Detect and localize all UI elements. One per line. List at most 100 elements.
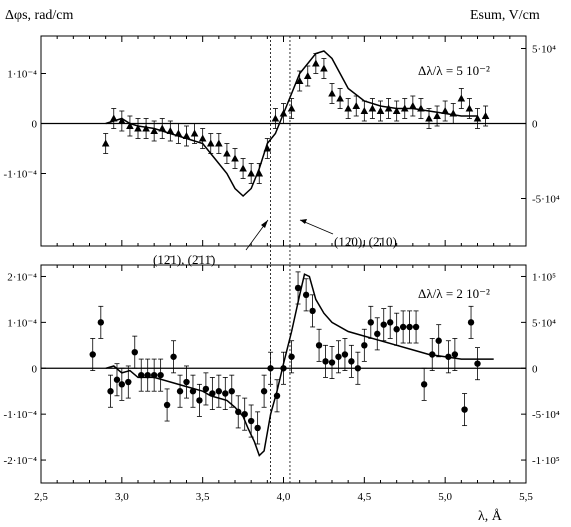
data-point-top-3: [126, 122, 134, 129]
data-point-bottom-5: [125, 378, 132, 386]
data-point-bottom-56: [467, 319, 475, 326]
data-point-bottom-46: [393, 326, 400, 333]
data-point-bottom-49: [412, 323, 420, 331]
data-point-bottom-55: [461, 406, 468, 413]
y2-tick-label-bottom-0: 1·10⁵: [532, 271, 556, 283]
data-point-bottom-2: [107, 388, 114, 395]
vline-label-arrows: [245, 219, 334, 251]
data-point-top-36: [392, 107, 401, 114]
vline-label-left: (12̄1), (2̄11̄): [153, 252, 215, 267]
y2-tick-label-bottom-2: 0: [532, 363, 538, 375]
data-point-bottom-24: [247, 417, 255, 425]
data-point-bottom-40: [354, 365, 362, 372]
data-point-top-46: [473, 114, 482, 122]
data-point-bottom-0: [89, 351, 96, 358]
data-point-top-47: [481, 112, 490, 119]
y-tick-label-bottom-3: -1·10⁻⁴: [4, 409, 38, 421]
data-point-top-17: [239, 164, 247, 172]
plot-panel-bottom: 2·10⁻⁴ 1·10⁻⁴ 0 -1·10⁻⁴ -2·10⁻⁴ 1·10⁵ 5·10⁴ 0 -5…: [4, 264, 560, 503]
data-point-bottom-35: [322, 358, 329, 365]
data-point-bottom-14: [183, 378, 190, 386]
data-point-top-45: [465, 104, 474, 112]
x-tick-label-1: 3,0: [115, 491, 129, 503]
data-point-top-0: [101, 139, 110, 147]
y-tick-label-bottom-0: 2·10⁻⁴: [7, 271, 37, 283]
y-tick-label-bottom-1: 1·10⁻⁴: [7, 317, 37, 329]
data-point-top-42: [441, 107, 449, 114]
data-point-bottom-54: [451, 351, 459, 358]
series-line-bottom: [105, 273, 494, 457]
y-axis-label-left: Δφs, rad/cm: [5, 8, 74, 23]
data-point-top-40: [425, 114, 433, 122]
data-point-top-38: [409, 102, 417, 109]
data-point-top-32: [360, 107, 369, 114]
x-tick-label-6: 5,5: [519, 491, 533, 503]
data-point-top-23: [287, 104, 296, 112]
data-point-top-18: [247, 169, 255, 177]
data-point-top-33: [368, 104, 377, 112]
data-point-bottom-48: [406, 323, 413, 331]
data-point-bottom-43: [374, 330, 381, 338]
data-point-top-25: [303, 72, 312, 79]
data-point-bottom-27: [267, 365, 274, 372]
x-tick-label-0: 2,5: [34, 491, 48, 503]
y2-tick-label-bottom-3: -5·10⁴: [532, 409, 560, 421]
data-point-bottom-11: [163, 401, 171, 409]
data-point-top-24: [295, 77, 304, 84]
x-tick-label-4: 4,5: [357, 491, 371, 503]
x-tick-label-2: 3,5: [196, 491, 210, 503]
data-point-bottom-6: [131, 349, 138, 356]
y-tick-label-top-2: -1·10⁻⁴: [4, 169, 38, 181]
data-point-bottom-20: [222, 390, 229, 397]
data-point-bottom-30: [288, 353, 295, 360]
data-point-bottom-50: [420, 381, 428, 388]
data-point-top-31: [352, 102, 361, 109]
y2-tick-label-top-1: 0: [532, 118, 538, 130]
data-point-top-2: [118, 117, 126, 124]
data-point-bottom-41: [361, 342, 368, 349]
y-tick-label-top-1: 0: [32, 119, 38, 131]
annotation-top: Δλ/λ = 5 10⁻²: [418, 63, 490, 78]
data-point-bottom-34: [315, 342, 323, 349]
y-tick-label-top-0: 1·10⁻⁴: [7, 69, 37, 81]
data-point-top-16: [231, 154, 239, 162]
y-axis-label-right: Esum, V/cm: [470, 8, 540, 23]
data-point-top-28: [328, 89, 336, 97]
data-point-top-27: [320, 64, 328, 72]
plot-panel-top: 1·10⁻⁴ 0 -1·10⁻⁴ 5·10⁴ 0 -5·10⁴: [4, 35, 560, 247]
data-point-top-15: [223, 149, 231, 157]
data-point-bottom-3: [113, 376, 121, 383]
data-point-bottom-32: [302, 291, 310, 299]
x-axis-label: λ, Å: [478, 508, 503, 524]
data-point-bottom-4: [118, 381, 126, 388]
y2-tick-label-bottom-1: 5·10⁴: [532, 317, 556, 329]
data-point-bottom-31: [294, 284, 302, 292]
data-point-top-21: [271, 114, 280, 122]
data-point-top-12: [198, 134, 207, 142]
data-point-top-6: [150, 127, 158, 134]
data-point-bottom-39: [348, 358, 355, 365]
data-point-bottom-25: [254, 424, 261, 432]
x-tick-label-3: 4,0: [277, 491, 291, 503]
y2-tick-label-top-0: 5·10⁴: [532, 43, 556, 55]
data-point-bottom-38: [341, 351, 349, 358]
data-point-bottom-36: [328, 359, 336, 366]
data-point-bottom-12: [170, 353, 177, 360]
data-point-bottom-16: [196, 397, 203, 404]
data-point-bottom-19: [215, 388, 223, 395]
data-point-top-44: [457, 94, 466, 102]
data-point-top-13: [206, 139, 215, 147]
data-point-bottom-44: [380, 321, 387, 328]
data-point-bottom-42: [367, 319, 374, 326]
y-tick-label-bottom-4: -2·10⁻⁴: [4, 455, 38, 467]
data-point-bottom-57: [474, 360, 481, 367]
data-point-bottom-21: [228, 388, 235, 395]
series-line-top: [105, 50, 478, 198]
data-point-bottom-1: [97, 319, 105, 326]
data-point-bottom-13: [176, 388, 184, 395]
x-tick-label-5: 5,0: [438, 491, 452, 503]
data-point-bottom-45: [387, 319, 394, 326]
data-point-top-4: [134, 124, 142, 132]
vline-label-right: (12̄0), (2̄10): [334, 234, 397, 249]
